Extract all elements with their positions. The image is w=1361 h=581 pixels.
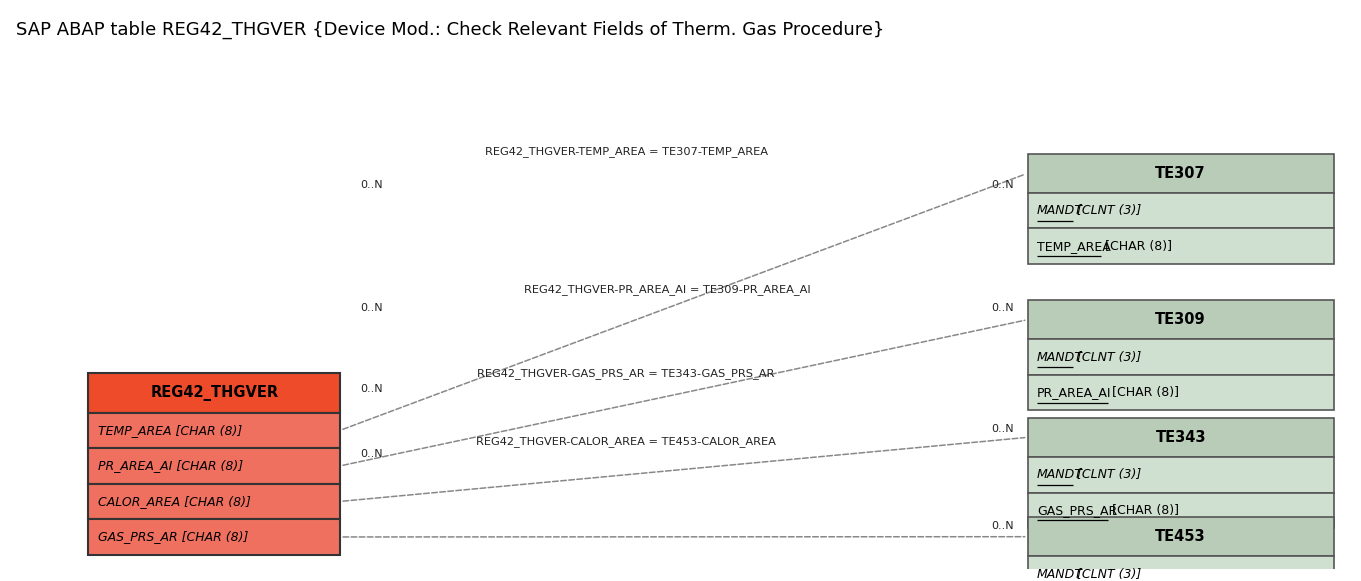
FancyBboxPatch shape [1028,375,1334,410]
Text: 0..N: 0..N [991,303,1014,313]
Text: 0..N: 0..N [991,180,1014,190]
Text: MANDT: MANDT [1037,204,1083,217]
Text: REG42_THGVER-PR_AREA_AI = TE309-PR_AREA_AI: REG42_THGVER-PR_AREA_AI = TE309-PR_AREA_… [524,284,810,295]
Text: TE343: TE343 [1155,430,1206,445]
Text: TEMP_AREA: TEMP_AREA [1037,240,1111,253]
FancyBboxPatch shape [1028,457,1334,493]
FancyBboxPatch shape [1028,300,1334,339]
FancyBboxPatch shape [88,413,340,448]
FancyBboxPatch shape [1028,517,1334,557]
Text: REG42_THGVER: REG42_THGVER [150,385,279,401]
Text: CALOR_AREA [CHAR (8)]: CALOR_AREA [CHAR (8)] [98,495,250,508]
Text: MANDT: MANDT [1037,350,1083,364]
FancyBboxPatch shape [1028,339,1334,375]
Text: 0..N: 0..N [361,303,384,313]
Text: GAS_PRS_AR: GAS_PRS_AR [1037,504,1117,517]
Text: [CLNT (3)]: [CLNT (3)] [1072,350,1141,364]
Text: PR_AREA_AI: PR_AREA_AI [1037,386,1112,399]
Text: MANDT: MANDT [1037,468,1083,481]
FancyBboxPatch shape [88,374,340,413]
Text: TE453: TE453 [1155,529,1206,544]
FancyBboxPatch shape [88,483,340,519]
FancyBboxPatch shape [1028,418,1334,457]
Text: 0..N: 0..N [361,449,384,460]
Text: [CLNT (3)]: [CLNT (3)] [1072,204,1141,217]
FancyBboxPatch shape [1028,193,1334,228]
Text: TE307: TE307 [1155,166,1206,181]
Text: TE309: TE309 [1155,312,1206,327]
Text: [CHAR (8)]: [CHAR (8)] [1101,240,1172,253]
Text: REG42_THGVER-CALOR_AREA = TE453-CALOR_AREA: REG42_THGVER-CALOR_AREA = TE453-CALOR_AR… [476,436,776,447]
Text: REG42_THGVER-TEMP_AREA = TE307-TEMP_AREA: REG42_THGVER-TEMP_AREA = TE307-TEMP_AREA [485,146,768,156]
Text: SAP ABAP table REG42_THGVER {Device Mod.: Check Relevant Fields of Therm. Gas Pr: SAP ABAP table REG42_THGVER {Device Mod.… [16,20,885,38]
Text: 0..N: 0..N [991,521,1014,531]
FancyBboxPatch shape [88,448,340,483]
Text: GAS_PRS_AR [CHAR (8)]: GAS_PRS_AR [CHAR (8)] [98,530,248,543]
Text: [CLNT (3)]: [CLNT (3)] [1072,468,1141,481]
Text: REG42_THGVER-GAS_PRS_AR = TE343-GAS_PRS_AR: REG42_THGVER-GAS_PRS_AR = TE343-GAS_PRS_… [478,368,774,379]
Text: PR_AREA_AI [CHAR (8)]: PR_AREA_AI [CHAR (8)] [98,460,244,472]
FancyBboxPatch shape [1028,154,1334,193]
Text: 0..N: 0..N [361,384,384,394]
Text: 0..N: 0..N [361,180,384,190]
Text: [CHAR (8)]: [CHAR (8)] [1108,504,1179,517]
Text: [CLNT (3)]: [CLNT (3)] [1072,568,1141,580]
FancyBboxPatch shape [1028,493,1334,528]
Text: [CHAR (8)]: [CHAR (8)] [1108,386,1179,399]
FancyBboxPatch shape [1028,228,1334,264]
Text: 0..N: 0..N [991,424,1014,434]
FancyBboxPatch shape [1028,557,1334,581]
Text: MANDT: MANDT [1037,568,1083,580]
Text: TEMP_AREA [CHAR (8)]: TEMP_AREA [CHAR (8)] [98,424,242,437]
FancyBboxPatch shape [88,519,340,555]
